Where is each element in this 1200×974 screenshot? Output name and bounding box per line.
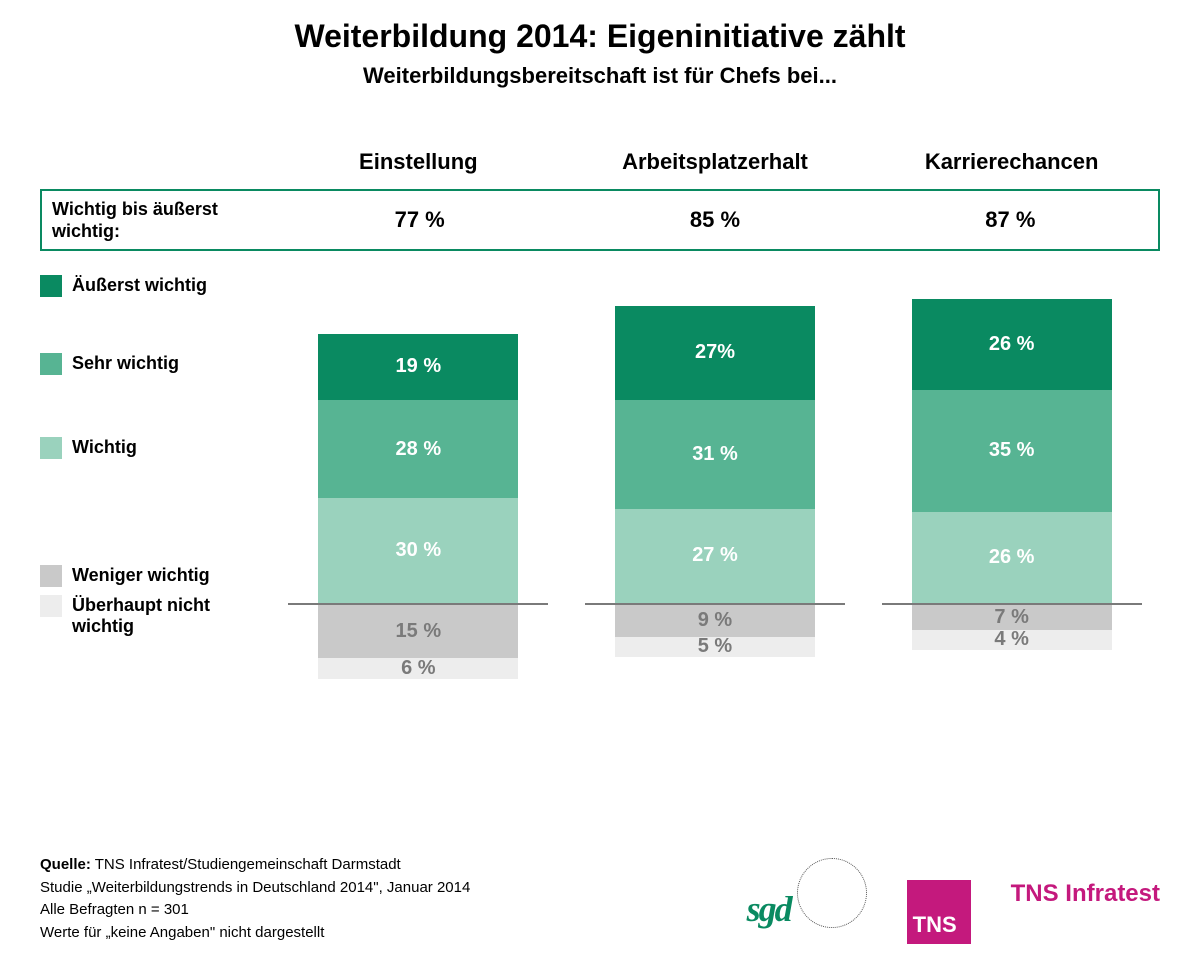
seg-lower-0-1: 6 % bbox=[318, 658, 518, 679]
legend-label-4: Überhaupt nicht wichtig bbox=[72, 595, 242, 637]
tns-infratest-text: TNS Infratest bbox=[1011, 880, 1160, 908]
footer-line3: Alle Befragten n = 301 bbox=[40, 899, 470, 922]
legend-swatch-2 bbox=[40, 437, 62, 459]
column-headers: Einstellung Arbeitsplatzerhalt Karrierec… bbox=[270, 149, 1160, 175]
seg-lower-2-0: 7 % bbox=[912, 605, 1112, 630]
footer-line2: Studie „Weiterbildungstrends in Deutschl… bbox=[40, 877, 470, 900]
summary-value-2: 87 % bbox=[863, 207, 1158, 233]
legend-swatch-4 bbox=[40, 595, 62, 617]
seg-upper-0-1: 28 % bbox=[318, 400, 518, 498]
logos: sgd TNS TNS Infratest bbox=[747, 874, 1160, 944]
source-label: Quelle: bbox=[40, 856, 91, 873]
legend-item-2: Wichtig bbox=[40, 437, 137, 459]
seg-lower-1-0: 9 % bbox=[615, 605, 815, 637]
legend-label-3: Weniger wichtig bbox=[72, 565, 210, 586]
sgd-circle-icon bbox=[797, 858, 867, 928]
seg-upper-1-0: 27% bbox=[615, 306, 815, 401]
legend-swatch-1 bbox=[40, 353, 62, 375]
bar-column-2: 26 %35 %26 %7 %4 % bbox=[863, 275, 1160, 735]
source-text: TNS Infratest/Studiengemeinschaft Darmst… bbox=[91, 856, 401, 873]
tns-box-logo: TNS bbox=[907, 880, 971, 944]
seg-lower-0-0: 15 % bbox=[318, 605, 518, 658]
seg-lower-2-1: 4 % bbox=[912, 630, 1112, 650]
col-header-2: Karrierechancen bbox=[863, 149, 1160, 175]
col-header-1: Arbeitsplatzerhalt bbox=[567, 149, 864, 175]
summary-box: Wichtig bis äußerst wichtig: 77 % 85 % 8… bbox=[40, 189, 1160, 251]
bar-column-1: 27%31 %27 %9 %5 % bbox=[567, 275, 864, 735]
bar-lower-2: 7 %4 % bbox=[912, 605, 1112, 650]
legend-item-1: Sehr wichtig bbox=[40, 353, 179, 375]
legend-item-3: Weniger wichtig bbox=[40, 565, 210, 587]
chart-title: Weiterbildung 2014: Eigeninitiative zähl… bbox=[0, 0, 1200, 55]
summary-value-0: 77 % bbox=[272, 207, 567, 233]
bar-upper-2: 26 %35 %26 % bbox=[912, 299, 1112, 604]
legend-item-4: Überhaupt nicht wichtig bbox=[40, 595, 242, 637]
chart-body: Äußerst wichtig Sehr wichtig Wichtig Wenige… bbox=[40, 275, 1160, 735]
footer-source: Quelle: TNS Infratest/Studiengemeinschaf… bbox=[40, 854, 470, 944]
sgd-logo: sgd bbox=[747, 874, 867, 944]
seg-upper-1-1: 31 % bbox=[615, 400, 815, 509]
sgd-text: sgd bbox=[747, 888, 791, 930]
summary-value-1: 85 % bbox=[567, 207, 862, 233]
legend-label-0: Äußerst wichtig bbox=[72, 275, 207, 296]
seg-upper-1-2: 27 % bbox=[615, 509, 815, 604]
bar-lower-0: 15 %6 % bbox=[318, 605, 518, 679]
legend: Äußerst wichtig Sehr wichtig Wichtig Wenige… bbox=[40, 275, 270, 735]
bar-upper-0: 19 %28 %30 % bbox=[318, 334, 518, 604]
bar-lower-1: 9 %5 % bbox=[615, 605, 815, 657]
chart-content: Einstellung Arbeitsplatzerhalt Karrierec… bbox=[0, 149, 1200, 735]
bar-upper-1: 27%31 %27 % bbox=[615, 306, 815, 604]
seg-upper-2-0: 26 % bbox=[912, 299, 1112, 390]
legend-item-0: Äußerst wichtig bbox=[40, 275, 207, 297]
seg-upper-2-2: 26 % bbox=[912, 512, 1112, 603]
seg-upper-0-2: 30 % bbox=[318, 498, 518, 603]
legend-label-1: Sehr wichtig bbox=[72, 353, 179, 374]
legend-swatch-3 bbox=[40, 565, 62, 587]
seg-lower-1-1: 5 % bbox=[615, 637, 815, 657]
bar-column-0: 19 %28 %30 %15 %6 % bbox=[270, 275, 567, 735]
footer-line4: Werte für „keine Angaben" nicht dargeste… bbox=[40, 922, 470, 945]
legend-label-2: Wichtig bbox=[72, 437, 137, 458]
col-header-0: Einstellung bbox=[270, 149, 567, 175]
seg-upper-0-0: 19 % bbox=[318, 334, 518, 401]
summary-label: Wichtig bis äußerst wichtig: bbox=[42, 198, 272, 243]
chart-subtitle: Weiterbildungsbereitschaft ist für Chefs… bbox=[0, 63, 1200, 89]
legend-swatch-0 bbox=[40, 275, 62, 297]
bars-area: 19 %28 %30 %15 %6 %27%31 %27 %9 %5 %26 %… bbox=[270, 275, 1160, 735]
seg-upper-2-1: 35 % bbox=[912, 390, 1112, 513]
